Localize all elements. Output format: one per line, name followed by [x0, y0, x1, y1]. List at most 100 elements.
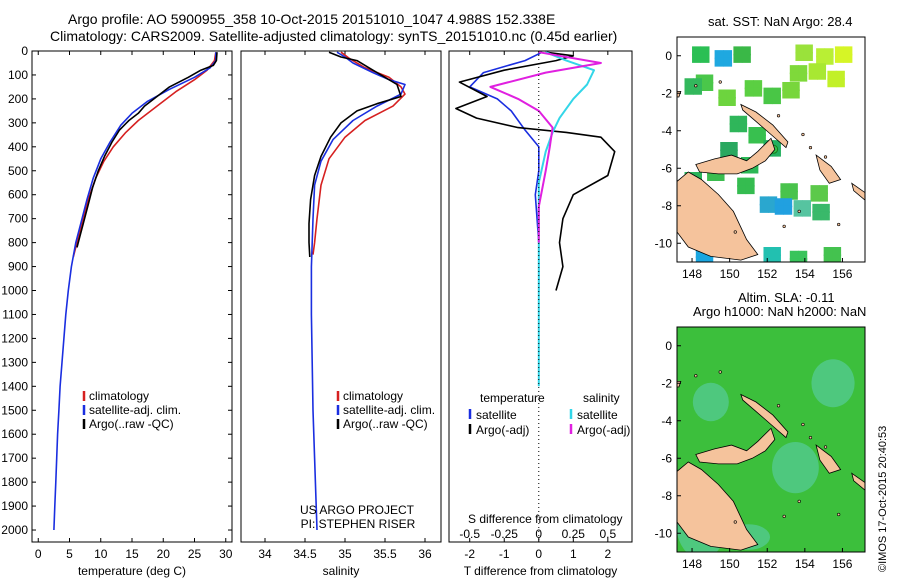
- x-axis-label: salinity: [323, 564, 360, 578]
- sst-pixel: [771, 140, 781, 150]
- islet: [808, 436, 813, 440]
- sst-pixel: [824, 48, 834, 58]
- sst-pixel: [741, 53, 751, 63]
- sst-pixel: [715, 172, 725, 181]
- map-x-tick-label: 148: [682, 267, 702, 281]
- plot-frame: [448, 50, 633, 543]
- sst-pixel: [835, 78, 845, 88]
- map-y-tick-label: 0: [665, 339, 672, 353]
- sst-pixel: [798, 250, 808, 260]
- sst-pixel: [816, 55, 826, 65]
- solomon-land: [851, 182, 865, 201]
- sst-pixel: [790, 89, 800, 99]
- islet: [776, 114, 781, 118]
- legend-header-salinity: salinity: [583, 391, 620, 405]
- legend-entry: satellite-adj. clim.: [343, 403, 435, 417]
- sst-pixel: [700, 53, 710, 63]
- sst-pixel: [789, 72, 799, 82]
- map-y-tick-label: -8: [661, 199, 672, 213]
- sst-pixel: [817, 63, 827, 73]
- sla-anomaly: [811, 359, 855, 408]
- y-tick-label: 1500: [1, 403, 28, 417]
- islet: [776, 404, 781, 408]
- sla-map-title: Altim. SLA: -0.11: [738, 290, 835, 305]
- x-tick-label: 34.5: [293, 547, 317, 561]
- x-tick-label: 2: [604, 547, 611, 561]
- map-y-tick-label: -10: [655, 526, 673, 540]
- sst-pixel: [745, 177, 755, 187]
- y-tick-label: 900: [8, 260, 28, 274]
- map-x-tick-label: 154: [795, 267, 815, 281]
- y-tick-label: 1200: [1, 331, 28, 345]
- sst-pixel: [774, 205, 784, 215]
- y-tick-label: 0: [21, 44, 28, 58]
- sst-pixel: [823, 247, 833, 256]
- x-tick-label: 25: [188, 547, 202, 561]
- new-britain-land: [695, 427, 776, 465]
- sst-pixel: [771, 87, 781, 97]
- map-y-tick-label: -6: [661, 451, 672, 465]
- plot-frame: [31, 50, 233, 543]
- x-tick-label: 30: [219, 547, 233, 561]
- y-tick-label: 500: [8, 164, 28, 178]
- sst-pixel: [744, 80, 754, 90]
- sst-pixel: [695, 256, 705, 262]
- sst-pixel: [753, 80, 763, 90]
- new-ireland-land: [740, 393, 789, 439]
- sst-pixel: [733, 53, 743, 63]
- y-tick-label: 100: [8, 68, 28, 82]
- panel-salinity-profile: 34 34.5 35 35.5 36 salinity climatologysatelli…: [240, 50, 442, 578]
- sst-pixel: [832, 254, 842, 262]
- plot-frame: [240, 50, 442, 543]
- sst-pixel: [835, 70, 845, 80]
- map-y-tick-label: -6: [661, 161, 672, 175]
- sst-pixel: [818, 192, 828, 202]
- map-frame: [676, 36, 866, 263]
- x-tick-label: 0: [535, 547, 542, 561]
- x-axis-label: T difference from climatology: [464, 564, 618, 578]
- sst-pixel: [684, 78, 694, 88]
- sst-pixel: [756, 127, 766, 136]
- islet: [801, 132, 805, 137]
- y-tick-label: 600: [8, 188, 28, 202]
- sst-pixel: [738, 123, 748, 133]
- legend-entry: Argo(..raw -QC): [89, 417, 174, 431]
- map-x-tick-label: 150: [720, 267, 740, 281]
- sst-pixel: [810, 185, 820, 195]
- sla-anomaly: [692, 382, 729, 422]
- series-line-argo-raw-qc-: [308, 51, 402, 258]
- y-tick-label: 1700: [1, 451, 28, 465]
- sst-pixel: [753, 87, 763, 97]
- islet: [718, 80, 722, 84]
- panel-difference-from-climatology: -2 -1 0 1 2 T difference from climatology temp…: [448, 50, 633, 578]
- new-guinea-land: [677, 171, 759, 261]
- sst-pixel: [763, 95, 773, 105]
- sst-pixel: [684, 85, 694, 95]
- x-tick-label: 20: [157, 547, 171, 561]
- sst-pixel: [692, 46, 702, 56]
- legend-entry: Argo(-adj): [577, 423, 630, 437]
- sst-pixel: [818, 185, 828, 195]
- sst-pixel: [707, 172, 717, 181]
- panel-temperature-profile: 0100200300400500600700800900100011001200…: [1, 44, 232, 578]
- sst-pixel: [795, 44, 805, 54]
- map-y-tick-label: -4: [661, 414, 672, 428]
- sst-pixel: [812, 203, 822, 213]
- sst-pixel: [802, 200, 812, 210]
- s-tick-label: 0.25: [562, 527, 586, 541]
- islet: [801, 422, 805, 427]
- islet: [797, 209, 801, 213]
- islet: [733, 520, 737, 524]
- sst-pixel: [798, 258, 808, 262]
- sst-pixel: [802, 207, 812, 217]
- sst-pixel: [782, 89, 792, 99]
- y-tick-label: 800: [8, 236, 28, 250]
- legend-entry: satellite-adj. clim.: [89, 403, 181, 417]
- pi-label: PI: STEPHEN RISER: [301, 517, 416, 531]
- sst-pixel: [827, 78, 837, 88]
- sst-pixel: [745, 185, 755, 195]
- bougainville-land: [815, 154, 842, 184]
- series-line-argo-raw-qc-: [76, 52, 218, 248]
- islet: [733, 230, 737, 234]
